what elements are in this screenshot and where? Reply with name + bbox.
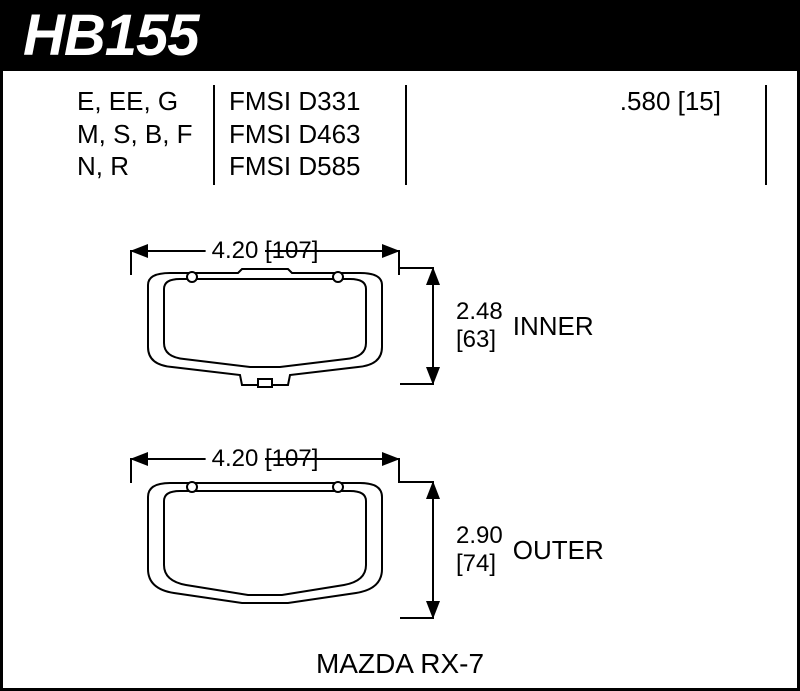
inner-width-dimension: 4.20 [107]: [130, 235, 400, 267]
spec-divider: [405, 85, 407, 185]
dim-line: [432, 267, 434, 385]
compound-line: M, S, B, F: [77, 118, 199, 151]
arrow-left-icon: [130, 244, 148, 258]
dim-line: [265, 250, 400, 252]
outer-height-mm: [74]: [456, 550, 503, 578]
fmsi-line: FMSI D331: [229, 85, 391, 118]
inner-side-label: INNER: [513, 311, 594, 342]
ext-line: [400, 267, 434, 269]
compounds-column: E, EE, G M, S, B, F N, R: [63, 85, 213, 183]
header-bar: HB155: [3, 3, 797, 71]
inner-height-dimension: 2.48 [63] INNER: [432, 267, 594, 385]
diagram-area: 4.20 [107] 2.48 [63] INNER: [60, 199, 740, 629]
dim-line: [265, 458, 400, 460]
arrow-up-icon: [426, 267, 440, 285]
specs-row: E, EE, G M, S, B, F N, R FMSI D331 FMSI …: [3, 71, 797, 189]
compound-line: N, R: [77, 150, 199, 183]
inner-pad-group: 4.20 [107]: [130, 235, 400, 397]
spec-divider: [765, 85, 767, 185]
ext-line: [400, 383, 434, 385]
arrow-left-icon: [130, 452, 148, 466]
ext-line: [400, 617, 434, 619]
outer-width-dimension: 4.20 [107]: [130, 443, 400, 475]
outer-height-labels: 2.90 [74]: [456, 522, 503, 577]
ext-line: [398, 251, 400, 275]
thickness-column: .580 [15]: [606, 85, 735, 118]
outer-pad-group: 4.20 [107]: [130, 443, 400, 623]
outer-height-dimension: 2.90 [74] OUTER: [432, 481, 604, 619]
dim-line: [432, 481, 434, 619]
ext-line: [130, 459, 132, 483]
outer-side-label: OUTER: [513, 535, 604, 566]
inner-pad-drawing: [130, 267, 400, 397]
fmsi-line: FMSI D585: [229, 150, 391, 183]
outer-pad-drawing: [130, 475, 400, 623]
fmsi-line: FMSI D463: [229, 118, 391, 151]
ext-line: [398, 459, 400, 483]
fmsi-column: FMSI D331 FMSI D463 FMSI D585: [215, 85, 405, 183]
inner-height-in: 2.48: [456, 298, 503, 326]
compound-line: E, EE, G: [77, 85, 199, 118]
arrow-up-icon: [426, 481, 440, 499]
part-number: HB155: [23, 3, 199, 68]
vehicle-label: MAZDA RX-7: [3, 648, 797, 680]
ext-line: [130, 251, 132, 275]
thickness-value: .580 [15]: [620, 85, 721, 118]
outer-height-in: 2.90: [456, 522, 503, 550]
ext-line: [400, 481, 434, 483]
inner-height-labels: 2.48 [63]: [456, 298, 503, 353]
inner-height-mm: [63]: [456, 326, 503, 354]
